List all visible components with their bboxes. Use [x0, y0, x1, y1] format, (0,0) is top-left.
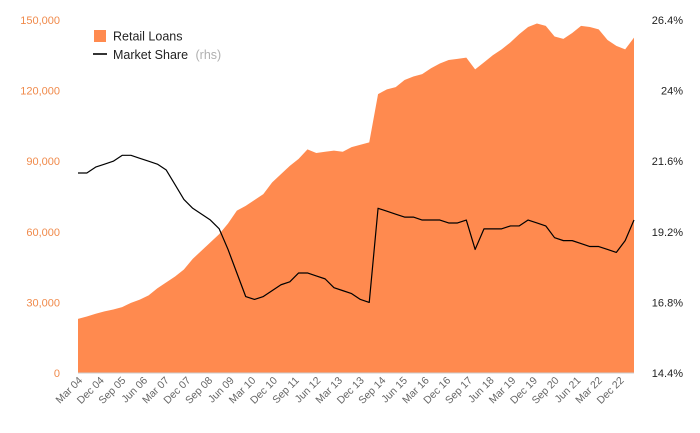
line-layer [78, 154, 635, 303]
y-right-tick-label: 16.8% [652, 297, 683, 309]
legend-note-rhs: (rhs) [196, 48, 222, 62]
y-left-tick-label: 30,000 [26, 297, 60, 309]
y-left-tick-label: 0 [54, 368, 60, 380]
legend: Retail Loans Market Share (rhs) [93, 30, 221, 62]
y-right-tick-label: 21.6% [652, 156, 683, 168]
y-right-tick-label: 26.4% [652, 15, 683, 27]
series-retail-loans-area [78, 23, 634, 374]
y-left-tick-label: 60,000 [26, 227, 60, 239]
legend-label-market-share: Market Share (rhs) [113, 48, 221, 62]
y-right-tick-label: 24% [661, 86, 683, 98]
y-right-tick-label: 19.2% [652, 227, 683, 239]
y-left-tick-label: 120,000 [20, 86, 60, 98]
area-layer [78, 23, 634, 374]
y-right-tick-label: 14.4% [652, 368, 683, 380]
y-left-tick-label: 150,000 [20, 15, 60, 27]
legend-swatch-retail-loans [94, 30, 106, 42]
y-left-tick-label: 90,000 [26, 156, 60, 168]
legend-label-retail-loans: Retail Loans [113, 30, 183, 44]
series-market-share-line [78, 154, 635, 303]
legend-label-market-share-text: Market Share [113, 48, 188, 62]
